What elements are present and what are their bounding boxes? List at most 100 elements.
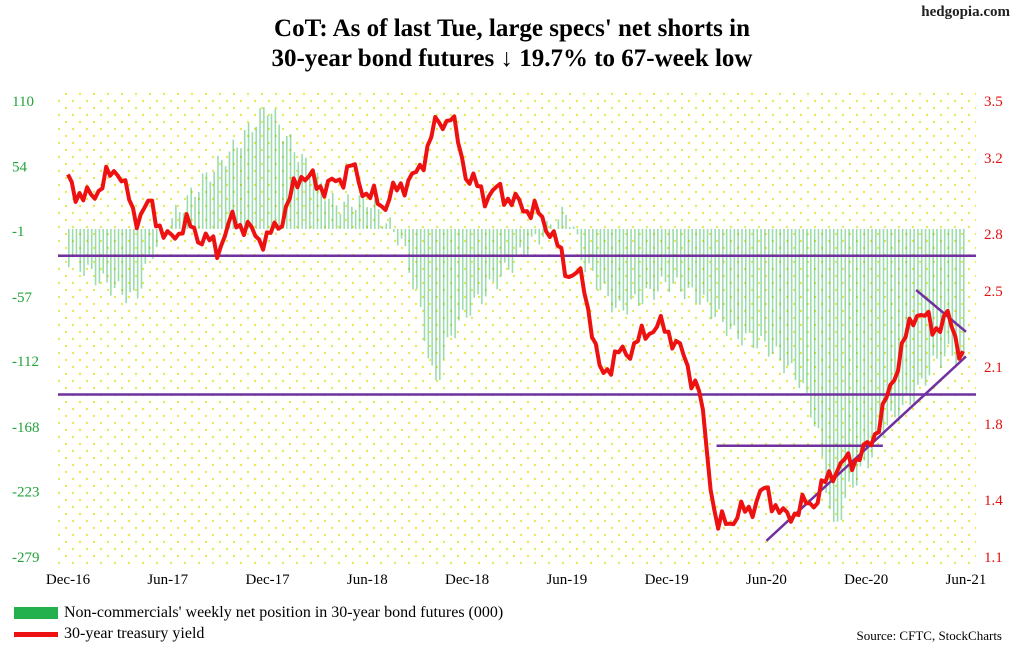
net-position-bar [706, 228, 709, 303]
net-position-bar [691, 228, 694, 288]
net-position-bar [194, 196, 196, 229]
net-position-bar [557, 219, 560, 229]
net-position-bar [932, 228, 935, 356]
net-position-bar [756, 228, 759, 349]
net-position-bar [102, 228, 105, 274]
net-position-bar [224, 166, 227, 229]
net-position-bar [148, 228, 150, 256]
net-position-bar [637, 228, 640, 306]
net-position-bar [496, 228, 498, 290]
net-position-bar [416, 228, 418, 289]
net-position-bar [607, 228, 609, 297]
trendline [915, 289, 967, 333]
net-position-bar [641, 228, 644, 305]
net-position-bar [729, 228, 732, 330]
net-position-bar [94, 228, 97, 286]
right-axis-tick-label: 3.2 [984, 151, 1003, 167]
net-position-bar [622, 228, 625, 311]
right-axis-tick-label: 1.1 [984, 550, 1003, 566]
net-position-bar [320, 182, 323, 229]
net-position-bar [228, 151, 231, 229]
net-position-bar [389, 217, 391, 229]
brand-watermark: hedgopia.com [921, 4, 1010, 20]
net-position-bar [810, 228, 812, 418]
net-position-bar [110, 228, 112, 296]
net-position-bar [484, 228, 487, 297]
net-position-bar [813, 228, 816, 427]
plot-background [58, 92, 976, 564]
net-position-bar [618, 228, 621, 301]
net-position-bar [121, 228, 124, 295]
net-position-bar [653, 228, 655, 300]
x-axis-ticks: Dec-16 Jun-17 Dec-17 Jun-18 Dec-18 Jun-19 Dec-… [46, 572, 987, 588]
net-position-bar [312, 181, 315, 229]
x-axis-tick-label: Jun-20 [746, 572, 787, 588]
net-position-bar [530, 228, 533, 237]
net-position-bar [817, 228, 820, 429]
net-position-bar [572, 226, 575, 229]
net-position-bar [634, 228, 636, 295]
net-position-bar [538, 228, 541, 245]
net-position-bar [630, 228, 632, 300]
right-axis-tick-label: 2.1 [984, 360, 1003, 376]
net-position-bar [316, 172, 319, 229]
net-position-bar [614, 228, 617, 308]
net-position-bar [825, 228, 827, 493]
net-position-bar [515, 228, 518, 257]
left-axis-tick-label: -1 [12, 224, 25, 240]
right-axis-tick-label: 2.5 [984, 284, 1003, 300]
net-position-bar [695, 228, 697, 304]
left-axis-tick-label: 110 [12, 94, 34, 110]
net-position-bar [748, 228, 751, 333]
net-position-bar [790, 228, 793, 364]
left-axis-tick-label: -57 [12, 290, 32, 306]
net-position-bar [702, 228, 705, 295]
net-position-bar [458, 228, 460, 321]
right-axis-tick-label: 3.5 [984, 94, 1003, 110]
net-position-bar [500, 228, 502, 277]
chart-title-line-1: CoT: As of last Tue, large specs' net sh… [274, 15, 750, 42]
net-position-bar [920, 228, 923, 379]
net-position-bar [744, 228, 747, 334]
net-position-bar [220, 160, 223, 229]
net-position-bar [396, 228, 399, 246]
x-axis-tick-label: Jun-19 [546, 572, 587, 588]
net-position-bar [442, 228, 445, 360]
net-position-bar [737, 228, 739, 340]
net-position-bar [286, 136, 288, 229]
net-position-bar [461, 228, 464, 310]
net-position-bar [266, 115, 269, 229]
net-position-bar [580, 228, 583, 261]
net-position-bar [136, 228, 139, 299]
net-position-bar [282, 141, 284, 229]
net-position-bar [798, 228, 801, 389]
net-position-bar [852, 228, 854, 488]
net-position-bar [787, 228, 789, 366]
net-position-bar [152, 228, 154, 260]
net-position-bar [217, 155, 219, 229]
chart-title-line-2: 30-year bond futures ↓ 19.7% to 67-week … [271, 45, 753, 72]
net-position-bar [293, 152, 296, 229]
net-position-bar [385, 223, 388, 229]
net-position-bar [890, 228, 892, 411]
net-position-bar [68, 228, 70, 268]
net-position-bar [301, 153, 303, 229]
net-position-bar [488, 228, 491, 280]
net-position-bar [190, 187, 192, 229]
net-position-bar [710, 228, 713, 320]
net-position-bar [155, 228, 158, 248]
net-position-bar [794, 228, 797, 381]
x-axis-tick-label: Dec-17 [245, 572, 290, 588]
net-position-bar [393, 228, 395, 233]
net-position-bar [125, 228, 127, 304]
net-position-bar [821, 228, 824, 457]
net-position-bar [832, 228, 835, 523]
net-position-bar [882, 228, 885, 438]
net-position-bar [83, 228, 85, 277]
net-position-bar [259, 108, 261, 229]
net-position-bar [175, 204, 177, 229]
right-axis-tick-label: 1.4 [984, 493, 1003, 509]
net-position-bar [523, 228, 525, 258]
net-position-bar [347, 194, 349, 229]
net-position-bar [802, 228, 804, 384]
